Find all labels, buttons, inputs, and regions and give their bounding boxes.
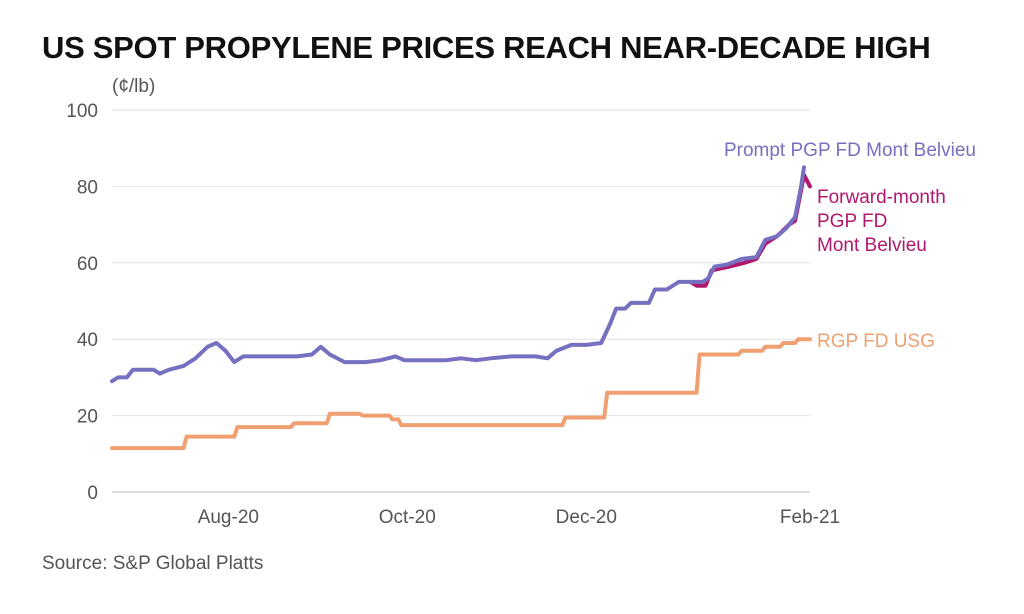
x-tick-label-0: Aug-20: [198, 507, 259, 528]
series-label-prompt: Prompt PGP FD Mont Belvieu: [724, 140, 976, 161]
series-label-rgp: RGP FD USG: [817, 331, 935, 352]
x-tick-label-1: Oct-20: [379, 507, 436, 528]
y-tick-label-0: 0: [87, 483, 98, 504]
y-tick-label-20: 20: [77, 407, 98, 428]
gridlines: [112, 109, 810, 493]
source-note: Source: S&P Global Platts: [42, 553, 264, 574]
series-line-0: [110, 337, 812, 451]
series-labels: Prompt PGP FD Mont Belvieu Forward-month…: [724, 140, 976, 352]
series-line-1: [688, 172, 812, 288]
x-tick-label-2: Dec-20: [556, 507, 617, 528]
y-tick-label-60: 60: [77, 254, 98, 275]
y-tick-label-80: 80: [77, 177, 98, 198]
x-axis-ticks: Aug-20 Oct-20 Dec-20 Feb-21: [198, 507, 840, 528]
y-tick-label-40: 40: [77, 330, 98, 351]
series-label-forward-line-2: PGP FD: [817, 211, 887, 232]
series-lines: [110, 165, 812, 451]
y-axis-ticks: 0 20 40 60 80 100: [66, 101, 98, 504]
series-label-forward-line-3: Mont Belvieu: [817, 235, 927, 256]
series-label-forward-line-1: Forward-month: [817, 187, 946, 208]
y-tick-label-100: 100: [66, 101, 98, 122]
x-tick-label-3: Feb-21: [780, 507, 840, 528]
y-axis-unit-label: (¢/lb): [112, 76, 156, 97]
chart-title: US SPOT PROPYLENE PRICES REACH NEAR-DECA…: [42, 30, 931, 65]
series-line-2: [110, 165, 806, 384]
